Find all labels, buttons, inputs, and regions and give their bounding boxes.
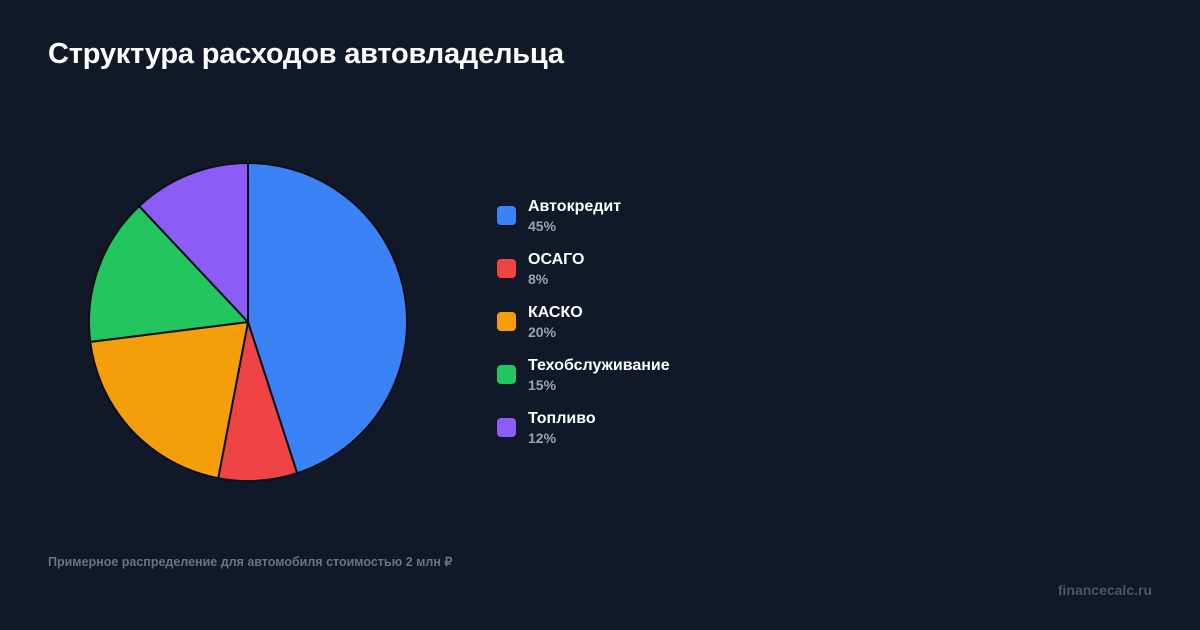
legend-swatch xyxy=(497,312,516,331)
chart-title: Структура расходов автовладельца xyxy=(48,38,564,70)
legend-swatch xyxy=(497,259,516,278)
legend-label: КАСКО xyxy=(528,304,583,321)
legend-label: Техобслуживание xyxy=(528,357,670,374)
legend-value: 8% xyxy=(528,271,549,287)
legend-swatch xyxy=(497,418,516,437)
legend-value: 12% xyxy=(528,430,557,446)
legend-label: Автокредит xyxy=(528,198,622,215)
footnote: Примерное распределение для автомобиля с… xyxy=(48,555,453,569)
brand-watermark: financecalc.ru xyxy=(1057,582,1152,598)
legend-label: ОСАГО xyxy=(528,251,585,268)
legend-value: 45% xyxy=(528,218,557,234)
pie-slice xyxy=(138,162,249,323)
pie-slice xyxy=(247,162,408,475)
legend-swatch xyxy=(497,365,516,384)
pie-slice xyxy=(88,205,249,343)
legend-value: 15% xyxy=(528,377,557,393)
legend-label: Топливо xyxy=(528,410,596,427)
legend-swatch xyxy=(497,206,516,225)
pie-slice xyxy=(89,321,249,480)
legend-value: 20% xyxy=(528,324,557,340)
